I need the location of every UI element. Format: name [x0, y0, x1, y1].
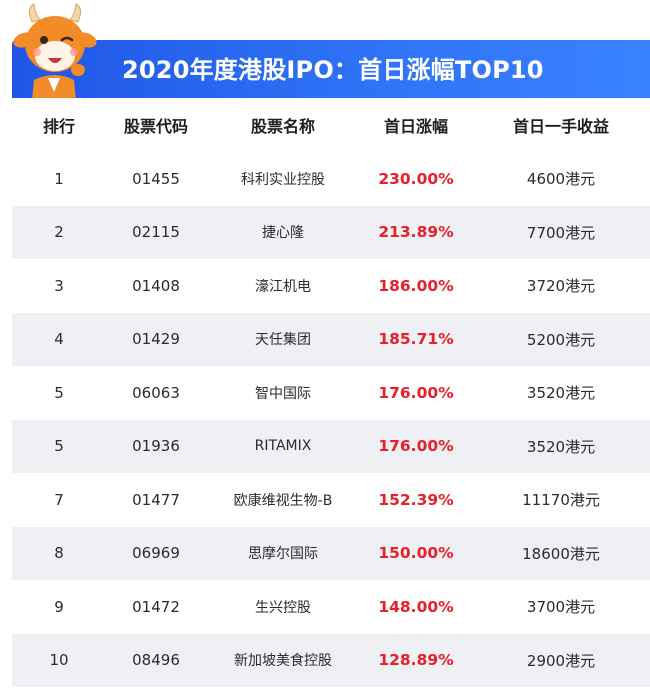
gain-cell: 186.00%	[378, 276, 454, 295]
gain-cell: 176.00%	[378, 383, 454, 402]
name-cell: 欧康维视生物-B	[233, 492, 333, 509]
table-row: 8 06969 思摩尔国际 150.00% 18600港元	[12, 526, 650, 580]
code-cell: 06969	[132, 544, 180, 563]
gain-cell: 230.00%	[378, 169, 454, 188]
rank-cell: 5	[54, 383, 64, 402]
code-cell: 01477	[132, 490, 180, 509]
column-header-lot-profit: 首日一手收益	[512, 117, 609, 136]
table-header: 排行 股票代码 股票名称 首日涨幅 首日一手收益	[12, 98, 650, 152]
table-row: 10 08496 新加坡美食控股 128.89% 2900港元	[12, 633, 650, 687]
name-cell: 新加坡美食控股	[234, 653, 332, 670]
code-cell: 01472	[132, 597, 180, 616]
rank-cell: 10	[49, 651, 69, 670]
profit-cell: 3520港元	[526, 437, 596, 456]
name-cell: 捷心隆	[262, 225, 304, 242]
gain-cell: 176.00%	[378, 437, 454, 456]
name-cell: 天任集团	[255, 332, 311, 349]
name-cell: RITAMIX	[254, 438, 312, 455]
code-cell: 01429	[132, 330, 180, 349]
rank-cell: 8	[54, 544, 64, 563]
column-header-name: 股票名称	[250, 117, 315, 136]
table-row: 5 01936 RITAMIX 176.00% 3520港元	[12, 419, 650, 473]
gain-cell: 150.00%	[378, 544, 454, 563]
table-row: 9 01472 生兴控股 148.00% 3700港元	[12, 580, 650, 634]
code-cell: 02115	[132, 223, 180, 242]
gain-cell: 213.89%	[378, 223, 454, 242]
table-row: 4 01429 天任集团 185.71% 5200港元	[12, 312, 650, 366]
code-cell: 08496	[132, 651, 180, 670]
profit-cell: 3720港元	[526, 277, 596, 296]
name-cell: 濠江机电	[255, 278, 311, 295]
rank-cell: 3	[54, 276, 64, 295]
gain-cell: 185.71%	[378, 330, 454, 349]
rank-cell: 4	[54, 330, 64, 349]
profit-cell: 3700港元	[526, 598, 596, 617]
table-row: 5 06063 智中国际 176.00% 3520港元	[12, 366, 650, 420]
name-cell: 智中国际	[255, 385, 311, 402]
gain-cell: 148.00%	[378, 597, 454, 616]
rank-cell: 7	[54, 490, 64, 509]
name-cell: 思摩尔国际	[248, 546, 318, 563]
rank-cell: 2	[54, 223, 64, 242]
table-row: 1 01455 科利实业控股 230.00% 4600港元	[12, 152, 650, 206]
column-header-code: 股票代码	[123, 117, 188, 136]
profit-cell: 7700港元	[526, 223, 596, 242]
profit-cell: 5200港元	[526, 330, 596, 349]
name-cell: 科利实业控股	[241, 171, 325, 188]
profit-cell: 4600港元	[526, 170, 596, 189]
gain-cell: 128.89%	[378, 651, 454, 670]
table-row: 3 01408 濠江机电 186.00% 3720港元	[12, 259, 650, 313]
code-cell: 01936	[132, 437, 180, 456]
rank-cell: 9	[54, 597, 64, 616]
table-row: 2 02115 捷心隆 213.89% 7700港元	[12, 205, 650, 259]
ipo-ranking-table: 排行 股票代码 股票名称 首日涨幅 首日一手收益 1 01455 科利实业控股 …	[12, 98, 650, 687]
rank-cell: 5	[54, 437, 64, 456]
gain-cell: 152.39%	[378, 490, 454, 509]
column-header-rank: 排行	[42, 117, 75, 136]
rank-cell: 1	[54, 169, 64, 188]
title-banner: 2020年度港股IPO：首日涨幅TOP10	[12, 40, 650, 98]
page-title: 2020年度港股IPO：首日涨幅TOP10	[122, 56, 544, 84]
profit-cell: 18600港元	[522, 544, 600, 563]
profit-cell: 3520港元	[526, 384, 596, 403]
code-cell: 01455	[132, 169, 180, 188]
name-cell: 生兴控股	[255, 599, 311, 616]
code-cell: 06063	[132, 383, 180, 402]
table-row: 7 01477 欧康维视生物-B 152.39% 11170港元	[12, 473, 650, 527]
code-cell: 01408	[132, 276, 180, 295]
profit-cell: 11170港元	[522, 491, 600, 510]
profit-cell: 2900港元	[526, 651, 596, 670]
column-header-first-day-gain: 首日涨幅	[383, 117, 448, 136]
cartoon-calf-mascot-icon	[13, 3, 97, 100]
